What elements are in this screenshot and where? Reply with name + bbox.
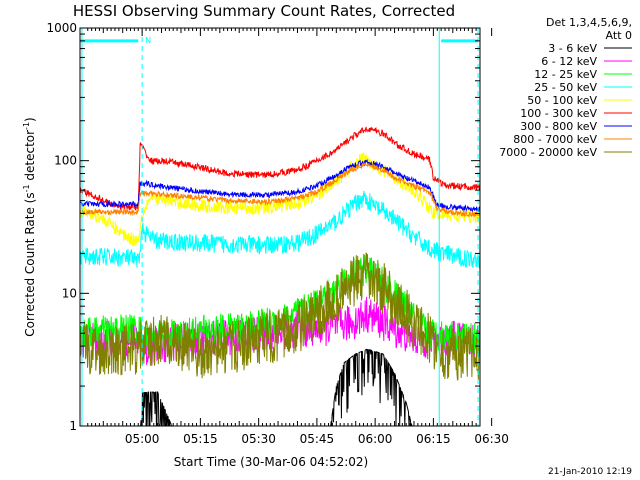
y-tick-label-2: 100	[54, 154, 77, 168]
legend-label-6: 300 - 800 keV	[520, 120, 597, 133]
y-axis-label: Corrected Count Rate (s-1 detector-1)	[22, 117, 37, 336]
legend-label-2: 12 - 25 keV	[534, 68, 597, 81]
legend-label-0: 3 - 6 keV	[548, 42, 597, 55]
y-axis-label-sup1: -1	[22, 184, 31, 192]
y-tick-label-1: 10	[62, 286, 77, 300]
y-axis-label-main: Corrected Count Rate (s	[23, 192, 37, 336]
y-axis-label-end: )	[23, 117, 37, 122]
series-line-1	[79, 296, 481, 366]
series-line-6	[79, 158, 481, 213]
series-lines	[79, 126, 481, 427]
x-tick-label-1: 05:15	[183, 432, 218, 446]
legend-header-2: Att 0	[606, 29, 632, 42]
x-tick-label-6: 06:30	[474, 432, 509, 446]
x-tick-label-4: 06:00	[358, 432, 393, 446]
series-line-3	[79, 190, 481, 269]
legend-label-1: 6 - 12 keV	[541, 55, 597, 68]
series-line-2	[79, 255, 481, 355]
x-axis-label: Start Time (30-Mar-06 04:52:02)	[174, 455, 368, 469]
legend-label-3: 25 - 50 keV	[534, 81, 597, 94]
plot-frame	[79, 27, 481, 427]
marker-label: N	[145, 36, 151, 45]
legend-header-1: Det 1,3,4,5,6,9,	[546, 16, 632, 29]
x-tick-label-2: 05:30	[241, 432, 276, 446]
series-line-8	[79, 252, 481, 381]
time-markers: N	[80, 28, 479, 426]
legend-label-4: 50 - 100 keV	[527, 94, 597, 107]
y-axis-label-mid: detector	[23, 130, 37, 185]
series-line-7	[79, 162, 481, 218]
legend-label-5: 100 - 300 keV	[520, 107, 597, 120]
footer-date: 21-Jan-2010 12:19	[548, 467, 632, 477]
axis-ticks: 05:00 05:15 05:30 05:45 06:00 06:15 06:30 1 10 10…	[46, 21, 508, 446]
y-axis-label-sup2: -1	[22, 122, 31, 130]
y-tick-label-0: 1	[69, 419, 77, 433]
x-tick-label-3: 05:45	[300, 432, 335, 446]
legend-label-8: 7000 - 20000 keV	[499, 146, 597, 159]
x-tick-label-0: 05:00	[125, 432, 160, 446]
series-line-5	[79, 126, 481, 211]
chart-title: HESSI Observing Summary Count Rates, Cor…	[73, 2, 455, 20]
legend-label-7: 800 - 7000 keV	[513, 133, 597, 146]
y-tick-label-3: 1000	[46, 21, 77, 35]
x-tick-label-5: 06:15	[416, 432, 451, 446]
